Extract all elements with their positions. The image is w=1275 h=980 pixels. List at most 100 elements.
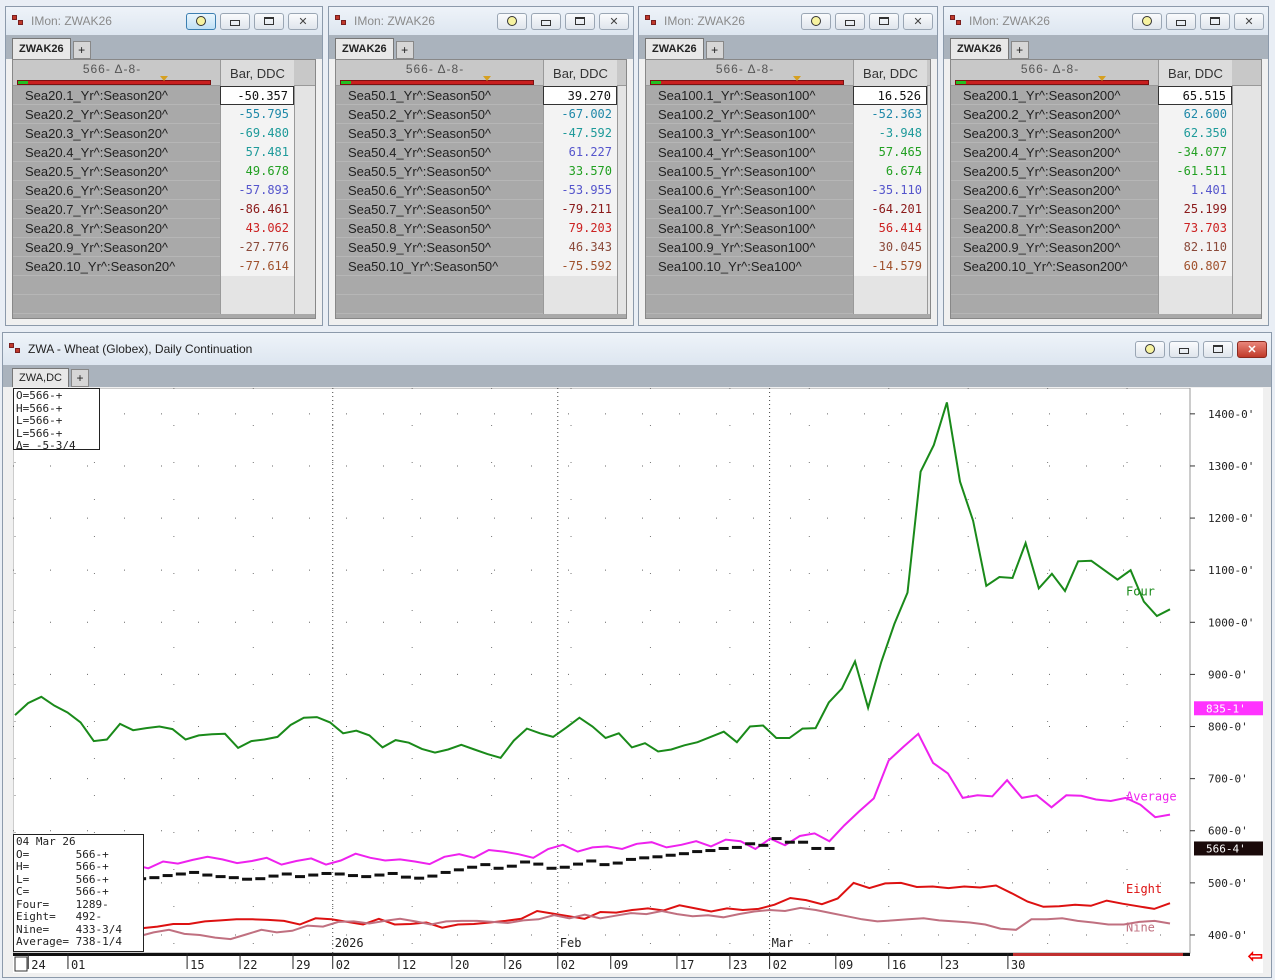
- maximize-button[interactable]: [254, 12, 284, 30]
- header-bar-ddc[interactable]: Bar, DDC: [220, 60, 294, 86]
- add-tab-button[interactable]: +: [395, 41, 414, 59]
- grid-row[interactable]: Sea100.2_Yr^:Season100^ -52.363: [646, 105, 930, 124]
- grid-row[interactable]: Sea100.6_Yr^:Season100^ -35.110: [646, 181, 930, 200]
- study-value[interactable]: -67.002: [543, 105, 617, 124]
- study-value[interactable]: 6.674: [853, 162, 927, 181]
- study-value[interactable]: 82.110: [1158, 238, 1232, 257]
- grid-row[interactable]: Sea200.9_Yr^:Season200^ 82.110: [951, 238, 1261, 257]
- study-value[interactable]: 33.570: [543, 162, 617, 181]
- grid-row[interactable]: Sea20.2_Yr^:Season20^ -55.795: [13, 105, 315, 124]
- add-tab-button[interactable]: +: [72, 41, 91, 59]
- minimize-button[interactable]: [531, 12, 561, 30]
- study-value[interactable]: 60.807: [1158, 257, 1232, 276]
- minimize-button[interactable]: [220, 12, 250, 30]
- study-value[interactable]: -35.110: [853, 181, 927, 200]
- grid-row[interactable]: Sea100.5_Yr^:Season100^ 6.674: [646, 162, 930, 181]
- link-toggle-button[interactable]: [497, 12, 527, 30]
- study-value[interactable]: -3.948: [853, 124, 927, 143]
- study-value[interactable]: 30.045: [853, 238, 927, 257]
- study-value[interactable]: 65.515: [1158, 86, 1232, 105]
- tab-zwa-dc[interactable]: ZWA,DC: [12, 368, 69, 387]
- tab-zwak26[interactable]: ZWAK26: [335, 38, 394, 59]
- study-value[interactable]: 79.203: [543, 219, 617, 238]
- study-value[interactable]: -50.357: [220, 86, 294, 105]
- close-button[interactable]: ✕: [1237, 340, 1267, 358]
- maximize-button[interactable]: [1203, 340, 1233, 358]
- tab-zwak26[interactable]: ZWAK26: [12, 38, 71, 59]
- grid-row[interactable]: Sea20.1_Yr^:Season20^ -50.357: [13, 86, 315, 105]
- grid-row[interactable]: Sea200.2_Yr^:Season200^ 62.600: [951, 105, 1261, 124]
- monitor-titlebar[interactable]: IMon: ZWAK26 ✕: [329, 7, 633, 35]
- close-button[interactable]: ✕: [1234, 12, 1264, 30]
- study-value[interactable]: 57.481: [220, 143, 294, 162]
- link-toggle-button[interactable]: [186, 12, 216, 30]
- grid-row[interactable]: Sea200.10_Yr^:Season200^ 60.807: [951, 257, 1261, 276]
- grid-row[interactable]: Sea50.8_Yr^:Season50^ 79.203: [336, 219, 626, 238]
- header-bar-ddc[interactable]: Bar, DDC: [1158, 60, 1232, 86]
- study-value[interactable]: 49.678: [220, 162, 294, 181]
- grid-row[interactable]: Sea20.4_Yr^:Season20^ 57.481: [13, 143, 315, 162]
- grid-row[interactable]: Sea200.3_Yr^:Season200^ 62.350: [951, 124, 1261, 143]
- grid-row[interactable]: Sea100.3_Yr^:Season100^ -3.948: [646, 124, 930, 143]
- study-value[interactable]: -57.893: [220, 181, 294, 200]
- monitor-titlebar[interactable]: IMon: ZWAK26 ✕: [6, 7, 322, 35]
- minimize-button[interactable]: [1169, 340, 1199, 358]
- grid-row[interactable]: Sea50.7_Yr^:Season50^ -79.211: [336, 200, 626, 219]
- study-value[interactable]: 57.465: [853, 143, 927, 162]
- study-value[interactable]: -75.592: [543, 257, 617, 276]
- grid-row[interactable]: Sea200.8_Yr^:Season200^ 73.703: [951, 219, 1261, 238]
- study-value[interactable]: 39.270: [543, 86, 617, 105]
- header-bar-ddc[interactable]: Bar, DDC: [853, 60, 927, 86]
- study-value[interactable]: 16.526: [853, 86, 927, 105]
- grid-row[interactable]: Sea20.7_Yr^:Season20^ -86.461: [13, 200, 315, 219]
- grid-row[interactable]: Sea50.3_Yr^:Season50^ -47.592: [336, 124, 626, 143]
- header-bar-ddc[interactable]: Bar, DDC: [543, 60, 617, 86]
- price-chart[interactable]: 1400-0' 1300-0' 1200-0' 1100-0' 1000-0' 900-0…: [12, 387, 1266, 973]
- study-value[interactable]: -53.955: [543, 181, 617, 200]
- link-toggle-button[interactable]: [801, 12, 831, 30]
- maximize-button[interactable]: [565, 12, 595, 30]
- grid-row[interactable]: Sea50.6_Yr^:Season50^ -53.955: [336, 181, 626, 200]
- add-tab-button[interactable]: +: [1010, 41, 1029, 59]
- grid-row[interactable]: Sea50.9_Yr^:Season50^ 46.343: [336, 238, 626, 257]
- study-value[interactable]: -34.077: [1158, 143, 1232, 162]
- study-value[interactable]: -69.480: [220, 124, 294, 143]
- grid-row[interactable]: Sea200.5_Yr^:Season200^ -61.511: [951, 162, 1261, 181]
- study-value[interactable]: -86.461: [220, 200, 294, 219]
- grid-row[interactable]: Sea100.4_Yr^:Season100^ 57.465: [646, 143, 930, 162]
- link-toggle-button[interactable]: [1132, 12, 1162, 30]
- add-tab-button[interactable]: +: [705, 41, 724, 59]
- study-value[interactable]: 61.227: [543, 143, 617, 162]
- grid-row[interactable]: Sea50.1_Yr^:Season50^ 39.270: [336, 86, 626, 105]
- grid-row[interactable]: Sea100.1_Yr^:Season100^ 16.526: [646, 86, 930, 105]
- grid-row[interactable]: Sea100.9_Yr^:Season100^ 30.045: [646, 238, 930, 257]
- study-value[interactable]: 73.703: [1158, 219, 1232, 238]
- grid-row[interactable]: Sea100.8_Yr^:Season100^ 56.414: [646, 219, 930, 238]
- study-value[interactable]: 25.199: [1158, 200, 1232, 219]
- grid-row[interactable]: Sea200.1_Yr^:Season200^ 65.515: [951, 86, 1261, 105]
- study-value[interactable]: 1.401: [1158, 181, 1232, 200]
- close-button[interactable]: ✕: [599, 12, 629, 30]
- chart-plot-area[interactable]: 1400-0' 1300-0' 1200-0' 1100-0' 1000-0' 900-0…: [12, 387, 1266, 973]
- tab-zwak26[interactable]: ZWAK26: [645, 38, 704, 59]
- grid-row[interactable]: Sea20.8_Yr^:Season20^ 43.062: [13, 219, 315, 238]
- grid-row[interactable]: Sea50.10_Yr^:Season50^ -75.592: [336, 257, 626, 276]
- grid-row[interactable]: Sea200.4_Yr^:Season200^ -34.077: [951, 143, 1261, 162]
- grid-row[interactable]: Sea100.7_Yr^:Season100^ -64.201: [646, 200, 930, 219]
- minimize-button[interactable]: [835, 12, 865, 30]
- monitor-titlebar[interactable]: IMon: ZWAK26 ✕: [944, 7, 1268, 35]
- study-value[interactable]: 43.062: [220, 219, 294, 238]
- close-button[interactable]: ✕: [903, 12, 933, 30]
- scroll-right-arrow-icon[interactable]: ⇦: [1247, 946, 1263, 966]
- study-value[interactable]: -47.592: [543, 124, 617, 143]
- study-value[interactable]: 46.343: [543, 238, 617, 257]
- tab-zwak26[interactable]: ZWAK26: [950, 38, 1009, 59]
- grid-row[interactable]: Sea100.10_Yr^:Sea100^ -14.579: [646, 257, 930, 276]
- link-toggle-button[interactable]: [1135, 340, 1165, 358]
- maximize-button[interactable]: [1200, 12, 1230, 30]
- grid-row[interactable]: Sea20.9_Yr^:Season20^ -27.776: [13, 238, 315, 257]
- grid-row[interactable]: Sea20.6_Yr^:Season20^ -57.893: [13, 181, 315, 200]
- grid-row[interactable]: Sea20.5_Yr^:Season20^ 49.678: [13, 162, 315, 181]
- close-button[interactable]: ✕: [288, 12, 318, 30]
- grid-row[interactable]: Sea20.3_Yr^:Season20^ -69.480: [13, 124, 315, 143]
